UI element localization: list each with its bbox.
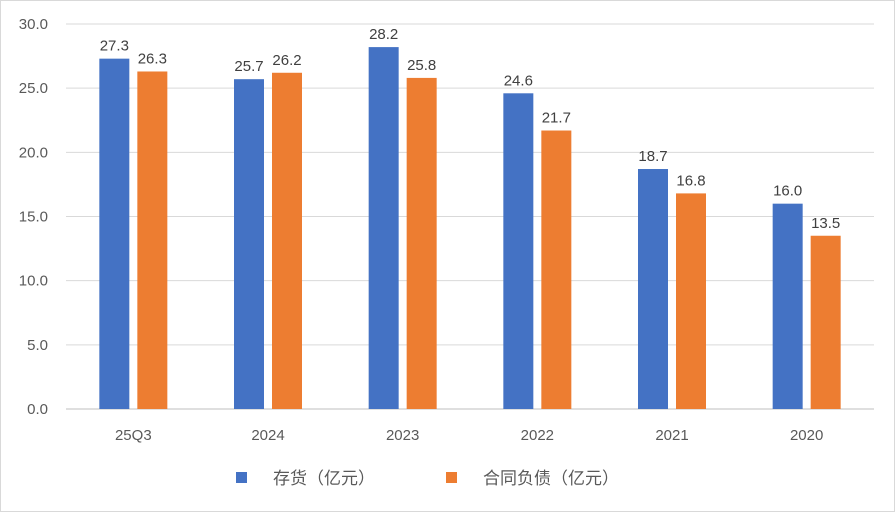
bar [541, 130, 572, 409]
data-label: 27.3 [100, 38, 129, 55]
data-label: 13.5 [811, 215, 840, 232]
bar [772, 203, 803, 409]
x-tick-label: 2024 [251, 427, 284, 444]
data-label: 28.2 [369, 26, 398, 43]
bar [99, 58, 130, 410]
legend-label: 存货（亿元） [273, 469, 375, 489]
data-label: 21.7 [542, 110, 571, 127]
data-labels: 27.3 26.3 25.7 26.2 28.2 25.8 24.6 21.7 18.7 16.8… [100, 26, 841, 232]
bar [272, 72, 302, 410]
x-tick-label: 2021 [655, 427, 688, 444]
bar [638, 169, 668, 409]
bars [99, 47, 841, 410]
legend-swatch [446, 472, 457, 483]
y-tick-label: 20.0 [19, 144, 48, 161]
y-tick-label: 15.0 [19, 209, 48, 226]
y-tick-label: 30.0 [19, 16, 48, 33]
y-axis-ticks: 0.0 5.0 10.0 15.0 20.0 25.0 30.0 [19, 16, 48, 418]
y-tick-label: 5.0 [27, 337, 48, 354]
bar [503, 93, 534, 410]
gridlines [66, 23, 874, 410]
data-label: 24.6 [504, 72, 533, 89]
bar [368, 47, 399, 409]
x-tick-label: 2022 [521, 427, 554, 444]
data-label: 26.3 [138, 50, 167, 67]
data-label: 25.7 [234, 58, 263, 75]
x-tick-label: 2020 [790, 427, 823, 444]
x-tick-label: 2023 [386, 427, 419, 444]
y-tick-label: 0.0 [27, 401, 48, 418]
bar [676, 193, 706, 409]
data-label: 18.7 [638, 148, 667, 165]
bar [810, 235, 841, 409]
bar [137, 71, 168, 409]
data-label: 16.0 [773, 183, 802, 200]
legend: 存货（亿元） 合同负债（亿元） [236, 469, 619, 489]
legend-label: 合同负债（亿元） [483, 469, 619, 489]
bar [406, 77, 437, 410]
legend-swatch [236, 472, 247, 483]
x-axis-ticks: 25Q3 2024 2023 2022 2021 2020 [115, 427, 823, 444]
y-tick-label: 25.0 [19, 80, 48, 97]
data-label: 26.2 [272, 52, 301, 69]
bar [234, 79, 264, 409]
x-tick-label: 25Q3 [115, 427, 152, 444]
data-label: 16.8 [676, 172, 705, 189]
data-label: 25.8 [407, 57, 436, 74]
y-tick-label: 10.0 [19, 273, 48, 290]
